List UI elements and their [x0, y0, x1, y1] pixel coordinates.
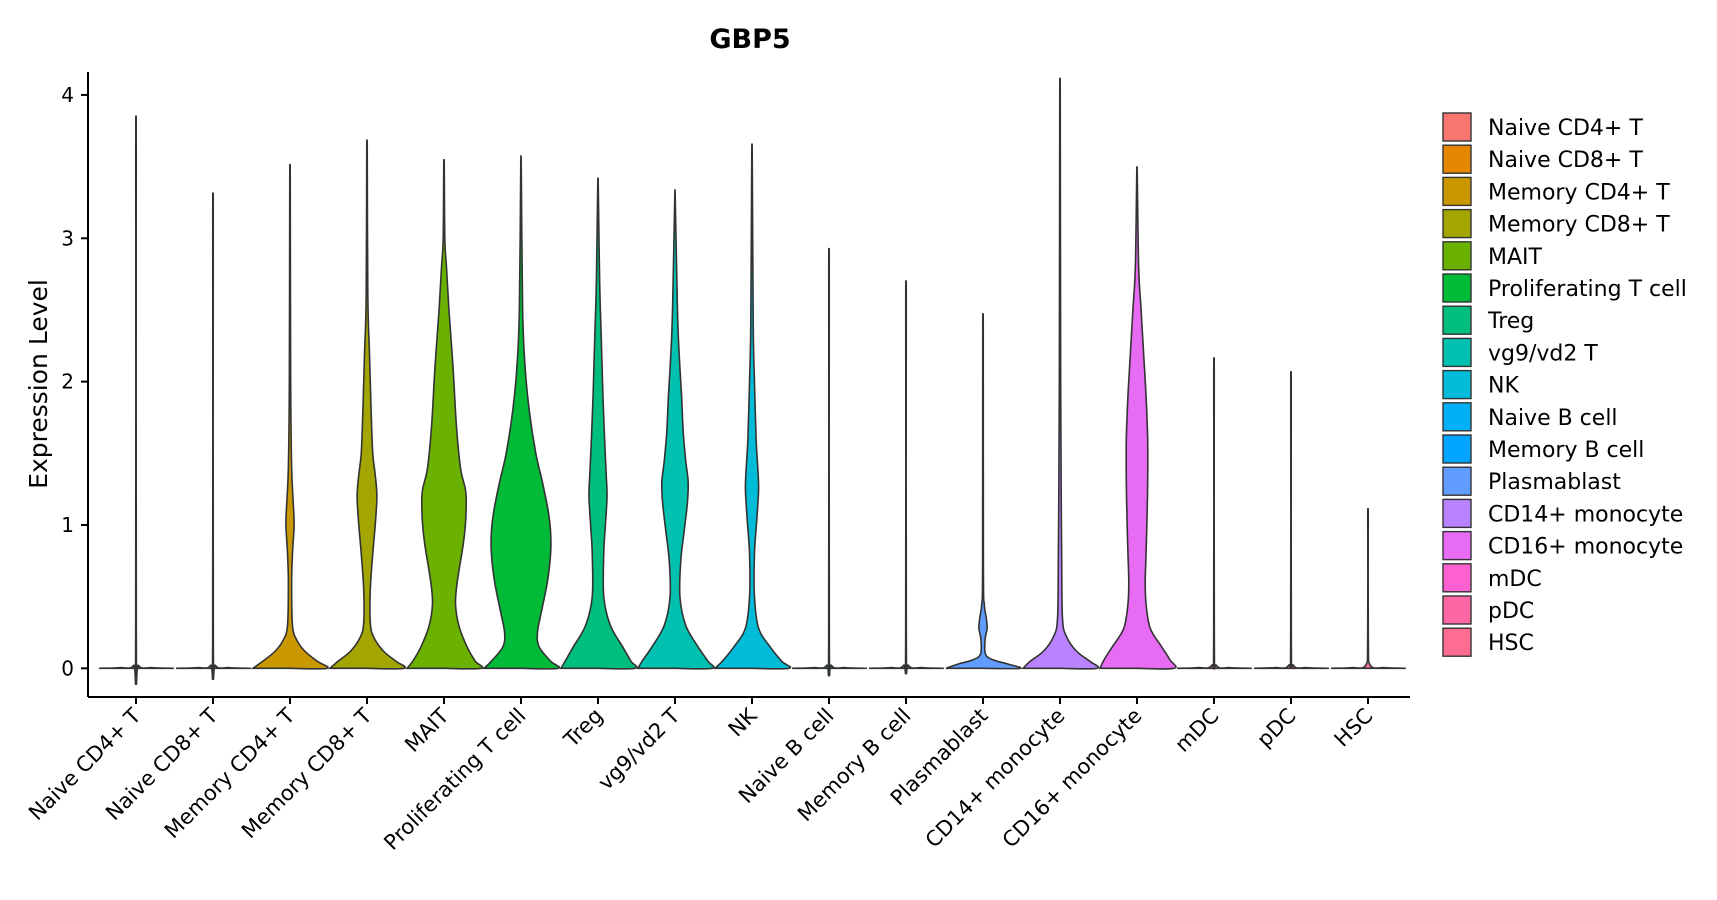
violin-proliferating-t-cell [482, 155, 561, 670]
legend-key-hsc [1442, 627, 1472, 657]
x-tick-label-cd16-monocyte: CD16+ monocyte [998, 704, 1147, 853]
legend-key-vg9-vd2-t [1442, 337, 1472, 368]
x-tick-label-vg9-vd2-t: vg9/vd2 T [593, 703, 684, 794]
legend-label-treg: Treg [1487, 309, 1534, 334]
legend-label-naive-cd8-t: Naive CD8+ T [1488, 148, 1643, 173]
y-tick-label: 1 [61, 513, 74, 537]
x-tick-label-treg: Treg [559, 704, 608, 753]
x-tick-label-memory-cd8-t: Memory CD8+ T [237, 703, 377, 843]
legend-key-plasmablast [1442, 466, 1472, 496]
legend-label-nk: NK [1488, 374, 1519, 399]
legend-label-cd16-monocyte: CD16+ monocyte [1488, 535, 1683, 560]
legend-key-memory-b-cell [1442, 434, 1472, 464]
legend-label-pdc: pDC [1488, 599, 1534, 624]
violin-series [98, 77, 1406, 686]
y-tick-label: 3 [61, 226, 74, 250]
legend-key-memory-cd4-t [1442, 176, 1472, 207]
x-tick-label-proliferating-t-cell: Proliferating T cell [379, 704, 530, 855]
legend-label-hsc: HSC [1488, 631, 1534, 656]
legend-key-naive-b-cell [1442, 402, 1472, 432]
violin-memory-cd4-t [250, 163, 329, 670]
legend-key-cd14-monocyte [1442, 498, 1472, 529]
violin-nk [713, 143, 792, 670]
legend-label-plasmablast: Plasmablast [1488, 470, 1621, 495]
violin-naive-cd8-t [175, 192, 251, 681]
violin-naive-b-cell [791, 247, 867, 677]
violin-mait [405, 159, 484, 670]
legend-label-memory-cd8-t: Memory CD8+ T [1488, 213, 1670, 238]
legend-key-treg [1442, 305, 1472, 335]
legend-key-memory-cd8-t [1442, 208, 1472, 239]
legend-label-memory-cd4-t: Memory CD4+ T [1488, 180, 1670, 205]
x-tick-label-nk: NK [724, 703, 763, 742]
x-tick-label-hsc: HSC [1330, 704, 1378, 752]
legend-key-pdc [1442, 595, 1472, 625]
violin-cd16-monocyte [1098, 166, 1177, 670]
violin-pdc [1253, 371, 1329, 670]
x-tick-label-pdc: pDC [1252, 704, 1300, 752]
legend: Naive CD4+ T Naive CD8+ T Memory CD4+ T Mem… [1442, 112, 1687, 657]
violin-memory-cd8-t [327, 139, 407, 670]
x-tick-label-cd14-monocyte: CD14+ monocyte [921, 704, 1070, 853]
violin-naive-cd4-t [98, 115, 174, 686]
legend-label-proliferating-t-cell: Proliferating T cell [1488, 277, 1687, 302]
x-tick-label-memory-cd4-t: Memory CD4+ T [160, 703, 300, 843]
legend-key-cd16-monocyte [1442, 530, 1472, 561]
y-tick-label: 2 [61, 370, 74, 394]
y-axis-title: Expression Level [24, 279, 53, 489]
legend-key-proliferating-t-cell [1442, 273, 1472, 303]
violin-vg9-vd2-t [636, 189, 715, 670]
y-tick-label: 4 [61, 83, 74, 107]
legend-label-naive-cd4-t: Naive CD4+ T [1488, 116, 1643, 141]
violin-treg [559, 177, 638, 670]
violin-plasmablast [945, 313, 1022, 670]
legend-key-naive-cd8-t [1442, 144, 1472, 174]
legend-label-naive-b-cell: Naive B cell [1488, 406, 1618, 431]
legend-key-nk [1442, 369, 1472, 400]
legend-label-vg9-vd2-t: vg9/vd2 T [1488, 341, 1598, 366]
x-tick-label-mait: MAIT [400, 703, 454, 757]
violin-mdc [1176, 357, 1252, 670]
violin-cd14-monocyte [1021, 77, 1100, 670]
chart-title: GBP5 [709, 24, 790, 55]
legend-label-mdc: mDC [1488, 567, 1542, 592]
legend-key-mdc [1442, 563, 1472, 593]
legend-key-naive-cd4-t [1442, 112, 1472, 142]
violin-memory-b-cell [868, 280, 944, 675]
legend-label-memory-b-cell: Memory B cell [1488, 438, 1644, 463]
legend-key-mait [1442, 241, 1472, 271]
legend-label-mait: MAIT [1488, 245, 1543, 270]
x-tick-label-mdc: mDC [1170, 704, 1223, 757]
y-tick-label: 0 [61, 656, 74, 680]
violin-hsc [1330, 508, 1406, 670]
legend-label-cd14-monocyte: CD14+ monocyte [1488, 502, 1683, 527]
